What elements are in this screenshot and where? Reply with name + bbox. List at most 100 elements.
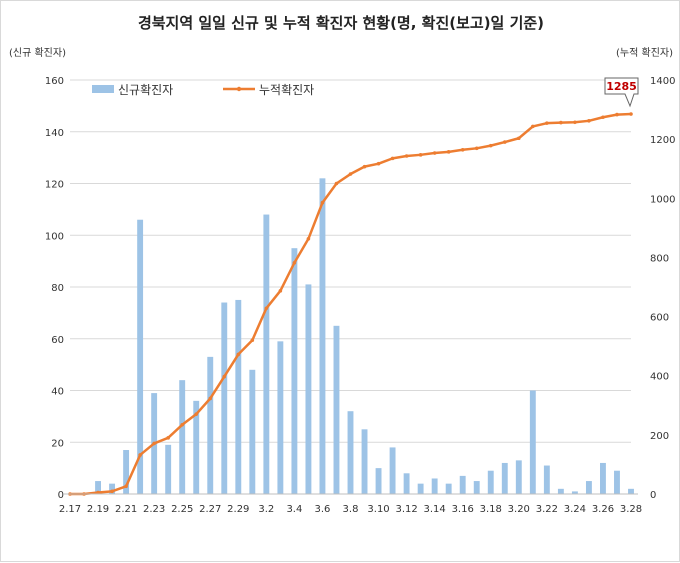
bar bbox=[277, 341, 284, 494]
line-point bbox=[180, 423, 184, 427]
x-tick-label: 2.17 bbox=[59, 504, 81, 515]
legend-label-bar: 신규확진자 bbox=[118, 83, 173, 97]
x-axis: 2.17 2.19 2.21 2.23 2.25 2.27 2.29 3.2 3.4 3.6 3.8… bbox=[59, 493, 642, 515]
left-tick-label: 140 bbox=[45, 128, 64, 139]
bar bbox=[543, 465, 550, 494]
line-point bbox=[264, 306, 269, 311]
line-point bbox=[531, 124, 535, 129]
x-tick-label: 2.23 bbox=[143, 504, 165, 515]
bar bbox=[291, 248, 298, 494]
value-callout: 1285 bbox=[604, 77, 639, 108]
line-point bbox=[250, 338, 255, 343]
legend-label-line: 누적확진자 bbox=[259, 83, 314, 97]
legend-swatch-marker bbox=[236, 86, 242, 92]
left-tick-label: 160 bbox=[45, 76, 64, 87]
left-tick-label: 40 bbox=[51, 387, 64, 398]
bar bbox=[628, 488, 634, 494]
bar bbox=[600, 462, 606, 494]
right-axis-label: (누적 확진자) bbox=[616, 47, 673, 59]
left-tick-label: 120 bbox=[45, 180, 64, 191]
x-tick-label: 3.18 bbox=[480, 504, 502, 515]
x-tick-label: 3.6 bbox=[314, 504, 330, 515]
x-tick-label: 3.22 bbox=[536, 504, 558, 515]
x-tick-label: 3.20 bbox=[508, 504, 530, 515]
line-point bbox=[292, 260, 297, 265]
line-point bbox=[446, 150, 451, 154]
x-tick-label: 2.27 bbox=[199, 504, 221, 515]
x-tick-label: 3.14 bbox=[424, 504, 446, 515]
line-point bbox=[306, 236, 311, 241]
left-axis: 0 20 40 60 80 100 120 140 160 bbox=[45, 76, 64, 501]
bar bbox=[221, 302, 228, 494]
bar bbox=[403, 473, 410, 494]
x-tick-label: 3.26 bbox=[592, 504, 614, 515]
x-tick-label: 3.10 bbox=[367, 504, 389, 515]
right-tick-label: 1400 bbox=[650, 76, 675, 87]
bar bbox=[515, 460, 522, 494]
line-point bbox=[460, 147, 465, 152]
bar bbox=[571, 491, 578, 494]
bar bbox=[445, 483, 452, 494]
x-tick-label: 3.2 bbox=[258, 504, 274, 515]
bar bbox=[473, 481, 480, 494]
right-tick-label: 400 bbox=[650, 372, 669, 383]
left-tick-label: 20 bbox=[51, 438, 64, 449]
right-tick-label: 800 bbox=[650, 253, 669, 264]
x-tick-label: 3.12 bbox=[395, 504, 417, 515]
x-tick-label: 3.8 bbox=[343, 504, 359, 515]
callout-label: 1285 bbox=[606, 80, 637, 93]
left-axis-label: (신규 확진자) bbox=[9, 47, 66, 59]
bar bbox=[137, 219, 144, 494]
left-tick-label: 0 bbox=[58, 490, 64, 501]
bar bbox=[347, 411, 354, 494]
line-point bbox=[545, 121, 549, 125]
line-point bbox=[502, 140, 507, 144]
line-point bbox=[629, 112, 633, 116]
line-point bbox=[208, 396, 213, 401]
bar bbox=[263, 214, 270, 495]
line-point bbox=[166, 436, 170, 440]
line-point bbox=[96, 490, 100, 495]
line-point bbox=[418, 153, 423, 157]
bar bbox=[487, 470, 494, 494]
line-point bbox=[278, 289, 283, 293]
bar bbox=[529, 390, 536, 494]
bar bbox=[361, 429, 368, 494]
x-tick-label: 3.24 bbox=[564, 504, 586, 515]
x-tick-label: 2.21 bbox=[115, 504, 137, 515]
line-point bbox=[334, 181, 339, 186]
line-point bbox=[559, 120, 563, 125]
bar bbox=[179, 380, 186, 494]
right-tick-label: 200 bbox=[650, 431, 669, 442]
legend: 신규확진자 누적확진자 bbox=[92, 83, 314, 97]
bar bbox=[193, 400, 200, 494]
bar-series bbox=[95, 178, 634, 495]
bar bbox=[95, 481, 101, 494]
bar bbox=[165, 444, 172, 494]
bar bbox=[585, 481, 592, 494]
line-point bbox=[110, 489, 114, 494]
x-tick-label: 3.4 bbox=[286, 504, 302, 515]
right-tick-label: 0 bbox=[650, 490, 656, 501]
line-point bbox=[362, 164, 367, 169]
x-tick-label: 3.16 bbox=[452, 504, 474, 515]
line-point bbox=[615, 112, 619, 117]
line-point bbox=[194, 412, 199, 416]
callout-box bbox=[604, 77, 639, 108]
bar bbox=[319, 178, 326, 494]
line-point bbox=[601, 115, 605, 120]
bar bbox=[375, 468, 382, 494]
right-axis: 0 200 400 600 800 1000 1200 1400 bbox=[650, 76, 675, 501]
left-tick-label: 100 bbox=[45, 231, 64, 242]
bar bbox=[557, 488, 564, 494]
bar bbox=[417, 483, 424, 494]
bar bbox=[459, 475, 466, 494]
legend-swatch-bar bbox=[92, 85, 114, 93]
bar bbox=[109, 483, 116, 494]
line-point bbox=[320, 200, 325, 205]
bar bbox=[207, 356, 214, 494]
x-tick-label: 3.28 bbox=[620, 504, 642, 515]
bar bbox=[614, 470, 620, 494]
